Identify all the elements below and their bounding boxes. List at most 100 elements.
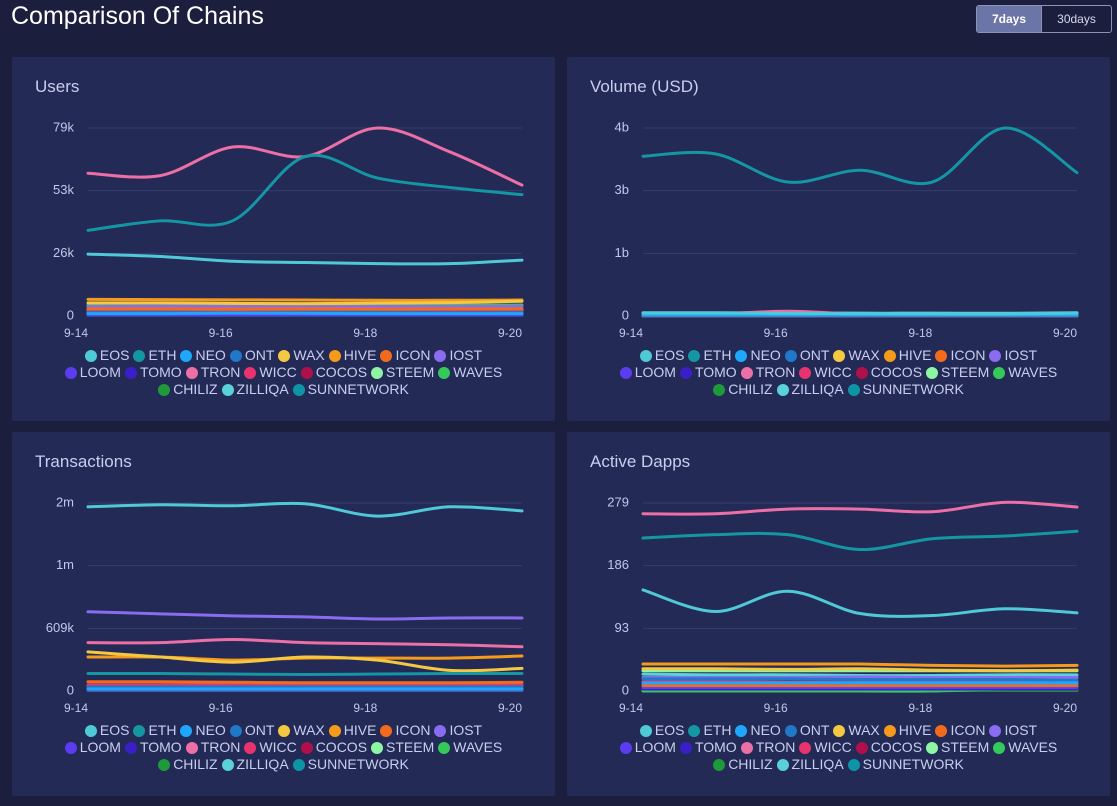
y-tick-label: 3b: [615, 182, 629, 197]
legend-swatch: [883, 349, 896, 362]
legend-item: TRON: [740, 739, 795, 756]
x-tick-label: 9-14: [64, 326, 88, 340]
y-tick-label: 79k: [53, 119, 74, 134]
legend: EOS ETH NEO ONT WAX HIVE ICON IOST LOOM TOMO TRON W…: [607, 347, 1070, 398]
legend-swatch: [371, 366, 384, 379]
y-tick-label: 0: [622, 307, 629, 322]
y-tick-label: 0: [622, 682, 629, 697]
legend-label: LOOM: [79, 739, 121, 755]
legend-item: HIVE: [328, 722, 376, 739]
chart: 0 609k 1m 2m 9-14 9-16 9-18 9-20: [46, 494, 524, 715]
x-tick-label: 9-16: [764, 326, 788, 340]
legend-swatch: [84, 349, 97, 362]
legend-swatch: [639, 724, 652, 737]
legend-label: TOMO: [139, 739, 182, 755]
legend-item: HIVE: [883, 722, 931, 739]
legend-item: TOMO: [124, 364, 182, 381]
chart: 0 26k 53k 79k 9-14 9-16 9-18 9-20: [53, 119, 524, 340]
legend-swatch: [847, 758, 860, 771]
y-tick-label: 93: [615, 620, 629, 635]
legend-label: STEEM: [386, 739, 435, 755]
legend-item: CHILIZ: [158, 381, 218, 398]
legend-swatch: [847, 383, 860, 396]
legend-item: WAX: [278, 347, 325, 364]
legend-swatch: [124, 741, 137, 754]
legend-label: COCOS: [315, 364, 368, 380]
legend-item: WICC: [799, 364, 852, 381]
x-tick-label: 9-14: [619, 326, 643, 340]
legend-label: WAVES: [453, 364, 503, 380]
series-line: [641, 126, 1079, 186]
legend-label: COCOS: [315, 739, 368, 755]
legend-item: ZILLIQA: [221, 381, 289, 398]
legend-label: NEO: [750, 722, 781, 738]
legend-swatch: [713, 383, 726, 396]
legend-item: STEEM: [926, 739, 989, 756]
legend-label: SUNNETWORK: [307, 756, 409, 772]
legend-swatch: [776, 758, 789, 771]
legend-item: TRON: [185, 364, 241, 381]
legend-item: TOMO: [124, 739, 182, 756]
range-button[interactable]: 7days: [977, 6, 1041, 32]
legend-item: WICC: [244, 739, 297, 756]
legend-item: STEEM: [371, 739, 434, 756]
legend-swatch: [713, 758, 726, 771]
legend-label: ZILLIQA: [791, 381, 844, 397]
legend-label: TRON: [200, 364, 241, 380]
series-line: [86, 297, 524, 302]
series-line: [86, 299, 524, 306]
legend-swatch: [740, 741, 753, 754]
legend-item: EOS: [639, 347, 684, 364]
legend-label: STEEM: [941, 739, 990, 755]
series-line: [86, 252, 524, 266]
legend-item: ICON: [935, 722, 985, 739]
legend-label: LOOM: [634, 739, 676, 755]
chart: 0 93 186 279 9-14 9-16 9-18 9-20: [607, 494, 1079, 715]
legend-item: CHILIZ: [158, 756, 218, 773]
y-tick-label: 1b: [615, 245, 629, 260]
legend-item: ONT: [229, 722, 275, 739]
legend-item: WAVES: [438, 739, 502, 756]
legend-item: NEO: [180, 722, 226, 739]
legend-swatch: [124, 366, 137, 379]
y-tick-label: 186: [607, 557, 629, 572]
legend-item: NEO: [735, 722, 781, 739]
legend-swatch: [292, 383, 305, 396]
legend-swatch: [740, 366, 753, 379]
legend-item: TRON: [740, 364, 795, 381]
legend-item: LOOM: [64, 364, 121, 381]
legend-swatch: [855, 741, 868, 754]
legend-swatch: [278, 349, 291, 362]
y-tick-label: 609k: [46, 620, 75, 635]
legend-item: IOST: [434, 347, 482, 364]
x-tick-label: 9-20: [1053, 701, 1077, 715]
legend-swatch: [185, 366, 198, 379]
legend-item: ONT: [784, 347, 829, 364]
legend-label: HIVE: [898, 347, 932, 363]
legend-label: WAVES: [453, 739, 503, 755]
legend-label: ONT: [244, 722, 275, 738]
legend-label: WICC: [814, 364, 852, 380]
legend-item: EOS: [639, 722, 685, 739]
legend-item: ONT: [784, 722, 829, 739]
legend-label: IOST: [449, 722, 483, 738]
chart-panel: Active Dapps 0 93 186 279 9-14 9-16 9-18 9-20 EOS…: [567, 432, 1110, 796]
legend-swatch: [993, 366, 1006, 379]
legend-item: CHILIZ: [713, 381, 773, 398]
series-line: [641, 311, 1079, 316]
legend-swatch: [679, 366, 692, 379]
legend-swatch: [434, 349, 447, 362]
series-line: [86, 638, 524, 649]
legend-item: EOS: [84, 722, 129, 739]
series-line: [641, 500, 1079, 516]
legend-swatch: [133, 349, 146, 362]
y-tick-label: 279: [607, 494, 629, 509]
legend-swatch: [133, 724, 146, 737]
legend-label: EOS: [654, 722, 685, 738]
legend-label: WICC: [259, 739, 297, 755]
x-tick-label: 9-20: [498, 701, 522, 715]
legend-label: LOOM: [79, 364, 121, 380]
legend-item: WAX: [278, 722, 325, 739]
range-button[interactable]: 30days: [1041, 6, 1111, 32]
legend-swatch: [438, 366, 451, 379]
